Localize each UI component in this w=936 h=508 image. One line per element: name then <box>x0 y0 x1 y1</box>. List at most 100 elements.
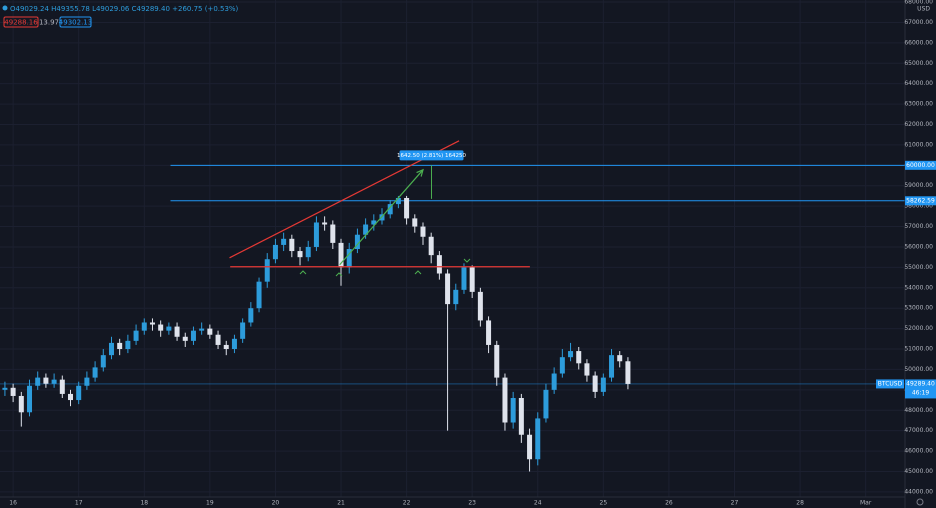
candle-body <box>256 281 262 309</box>
candle-body <box>174 326 180 337</box>
candle-body <box>313 222 319 247</box>
candle-body <box>190 330 196 341</box>
chevron <box>463 258 471 263</box>
x-tick-label: 25 <box>600 500 608 507</box>
candle-body <box>207 328 213 335</box>
y-tick-label: 45000.00 <box>904 468 933 475</box>
x-tick-label: 24 <box>534 500 542 507</box>
candle-body <box>609 355 615 378</box>
candle-body <box>445 273 451 305</box>
candle-body <box>264 259 270 282</box>
candle-body <box>543 389 549 419</box>
chevrons <box>299 258 471 277</box>
candle-body <box>133 330 139 341</box>
arrow-head <box>416 168 424 177</box>
candle-body <box>371 220 377 225</box>
x-tick-label: 28 <box>796 500 804 507</box>
y-tick-label: 48000.00 <box>904 407 933 414</box>
candle-body <box>322 222 328 225</box>
candle-body <box>625 361 631 384</box>
level-tag <box>905 160 936 170</box>
y-tick-label: 55000.00 <box>904 264 933 271</box>
countdown: 46:19 <box>912 389 929 396</box>
candle-body <box>51 379 57 384</box>
x-tick-label: 20 <box>272 500 280 507</box>
candle-body <box>125 340 131 350</box>
x-tick-label: 21 <box>337 500 345 507</box>
y-tick-label: 44000.00 <box>904 488 933 495</box>
candle-body <box>412 218 418 227</box>
candle-body <box>215 334 221 345</box>
symbol-label: BTCUSD <box>878 380 903 387</box>
measure-label: 1642.50 (2.81%) 164250 <box>397 153 467 159</box>
ask-box[interactable] <box>59 16 92 28</box>
ohlc-high: H49355.78 <box>51 5 90 13</box>
candle-body <box>568 351 574 358</box>
chevron <box>414 270 422 275</box>
y-tick-label: 59000.00 <box>904 182 933 189</box>
x-tick-label: 19 <box>206 500 214 507</box>
candle-body <box>559 357 565 374</box>
candle-body <box>59 379 65 394</box>
y-tick-label: 61000.00 <box>904 141 933 148</box>
candle-body <box>92 367 98 378</box>
trend-line <box>339 169 424 266</box>
candle-body <box>289 238 295 252</box>
candle-body <box>10 387 16 396</box>
x-tick-label: 27 <box>731 500 739 507</box>
candle-body <box>240 322 246 339</box>
level-label: 58262.59 <box>906 197 935 204</box>
candle-body <box>35 377 41 386</box>
candle-body <box>461 267 467 290</box>
y-tick-label: 65000.00 <box>904 60 933 67</box>
axis-unit: USD <box>917 6 930 13</box>
candle-body <box>600 377 606 392</box>
measure-box <box>399 150 464 161</box>
candle-body <box>149 322 155 325</box>
settings-button[interactable] <box>916 498 924 506</box>
candle-body <box>617 355 623 362</box>
candle-body <box>43 377 49 384</box>
y-tick-label: 46000.00 <box>904 448 933 455</box>
candle-body <box>477 291 483 321</box>
ask: 49302.13 <box>59 19 92 27</box>
y-tick-label: 50000.00 <box>904 366 933 373</box>
level-tag <box>905 196 936 206</box>
symbol-tag <box>876 379 904 389</box>
y-tick-label: 52000.00 <box>904 325 933 332</box>
candle-body <box>428 236 434 256</box>
candle-body <box>502 377 508 423</box>
y-tick-label: 51000.00 <box>904 346 933 353</box>
spread: 13.97 <box>39 19 59 27</box>
candle-body <box>248 308 254 323</box>
candle-body <box>404 197 410 219</box>
candle-body <box>76 385 82 401</box>
ohlc-header: O49029.24 H49355.78 L49029.06 C49289.40 … <box>10 5 239 13</box>
symbol-icon <box>2 5 8 11</box>
candle-body <box>272 244 278 260</box>
candle-body <box>584 363 590 376</box>
candle-body <box>100 355 106 368</box>
candle-body <box>535 418 541 460</box>
chevron <box>299 270 307 275</box>
candle-body <box>281 238 287 245</box>
candle-body <box>576 351 582 364</box>
candle-body <box>141 322 147 331</box>
candle-body <box>494 344 500 378</box>
candle-body <box>27 385 33 413</box>
y-tick-label: 63000.00 <box>904 101 933 108</box>
candle-body <box>387 204 393 215</box>
candle-body <box>510 398 516 423</box>
x-tick-label: 16 <box>9 500 17 507</box>
candle-body <box>67 393 73 401</box>
y-tick-label: 66000.00 <box>904 39 933 46</box>
candle-body <box>453 289 459 305</box>
y-tick-label: 47000.00 <box>904 427 933 434</box>
x-tick-label: 26 <box>665 500 673 507</box>
price-tag <box>905 379 936 399</box>
candle-body <box>108 342 114 356</box>
y-tick-label: 62000.00 <box>904 121 933 128</box>
bid-box[interactable] <box>3 16 39 28</box>
